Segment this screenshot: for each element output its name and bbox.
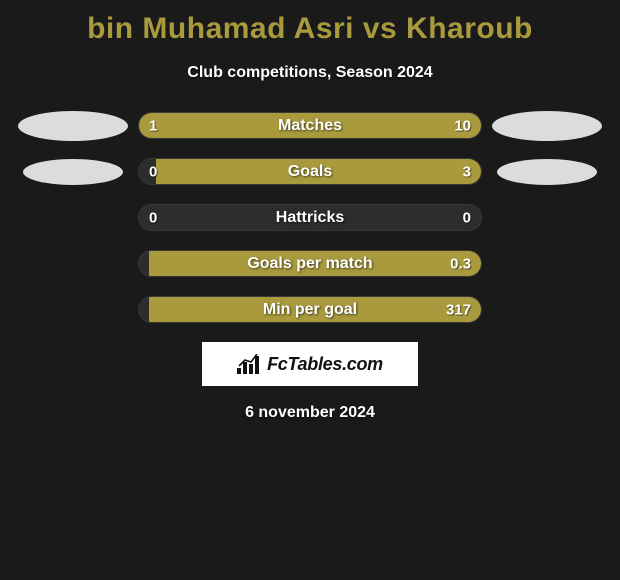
stat-label: Goals — [288, 163, 332, 181]
stat-value-left: 0 — [149, 163, 157, 180]
stat-bar: Goals per match 0.3 — [138, 250, 482, 277]
stat-label: Hattricks — [276, 209, 344, 227]
stat-row: 0 Goals 3 — [0, 158, 620, 185]
player-right-oval — [497, 159, 597, 185]
stat-bar: 1 Matches 10 — [138, 112, 482, 139]
stat-value-right: 317 — [446, 301, 471, 318]
bar-chart-icon — [237, 354, 263, 374]
page-title: bin Muhamad Asri vs Kharoub — [0, 0, 620, 46]
bar-mid-fill — [139, 251, 149, 276]
stat-value-left: 0 — [149, 209, 157, 226]
stat-label: Matches — [278, 117, 342, 135]
subtitle: Club competitions, Season 2024 — [0, 64, 620, 82]
right-photo-slot — [482, 159, 612, 185]
bar-mid-fill — [139, 297, 149, 322]
stat-bar: 0 Hattricks 0 — [138, 204, 482, 231]
stat-label: Goals per match — [247, 255, 372, 273]
stat-value-right: 10 — [454, 117, 471, 134]
left-photo-slot — [8, 159, 138, 185]
left-photo-slot — [8, 111, 138, 141]
player-right-oval — [492, 111, 602, 141]
brand-text: FcTables.com — [267, 354, 383, 375]
stat-row: 0 Hattricks 0 — [0, 204, 620, 231]
stat-value-right: 0.3 — [450, 255, 471, 272]
player-left-oval — [18, 111, 128, 141]
stat-bar: 0 Goals 3 — [138, 158, 482, 185]
stat-value-left: 1 — [149, 117, 157, 134]
stat-value-right: 0 — [463, 209, 471, 226]
comparison-card: bin Muhamad Asri vs Kharoub Club competi… — [0, 0, 620, 422]
date-label: 6 november 2024 — [0, 404, 620, 422]
stat-value-right: 3 — [463, 163, 471, 180]
stats-list: 1 Matches 10 0 Goals 3 — [0, 112, 620, 323]
brand-band[interactable]: FcTables.com — [202, 342, 418, 386]
stat-bar: Min per goal 317 — [138, 296, 482, 323]
stat-label: Min per goal — [263, 301, 357, 319]
player-left-oval — [23, 159, 123, 185]
stat-row: 1 Matches 10 — [0, 112, 620, 139]
right-photo-slot — [482, 111, 612, 141]
stat-row: Goals per match 0.3 — [0, 250, 620, 277]
stat-row: Min per goal 317 — [0, 296, 620, 323]
